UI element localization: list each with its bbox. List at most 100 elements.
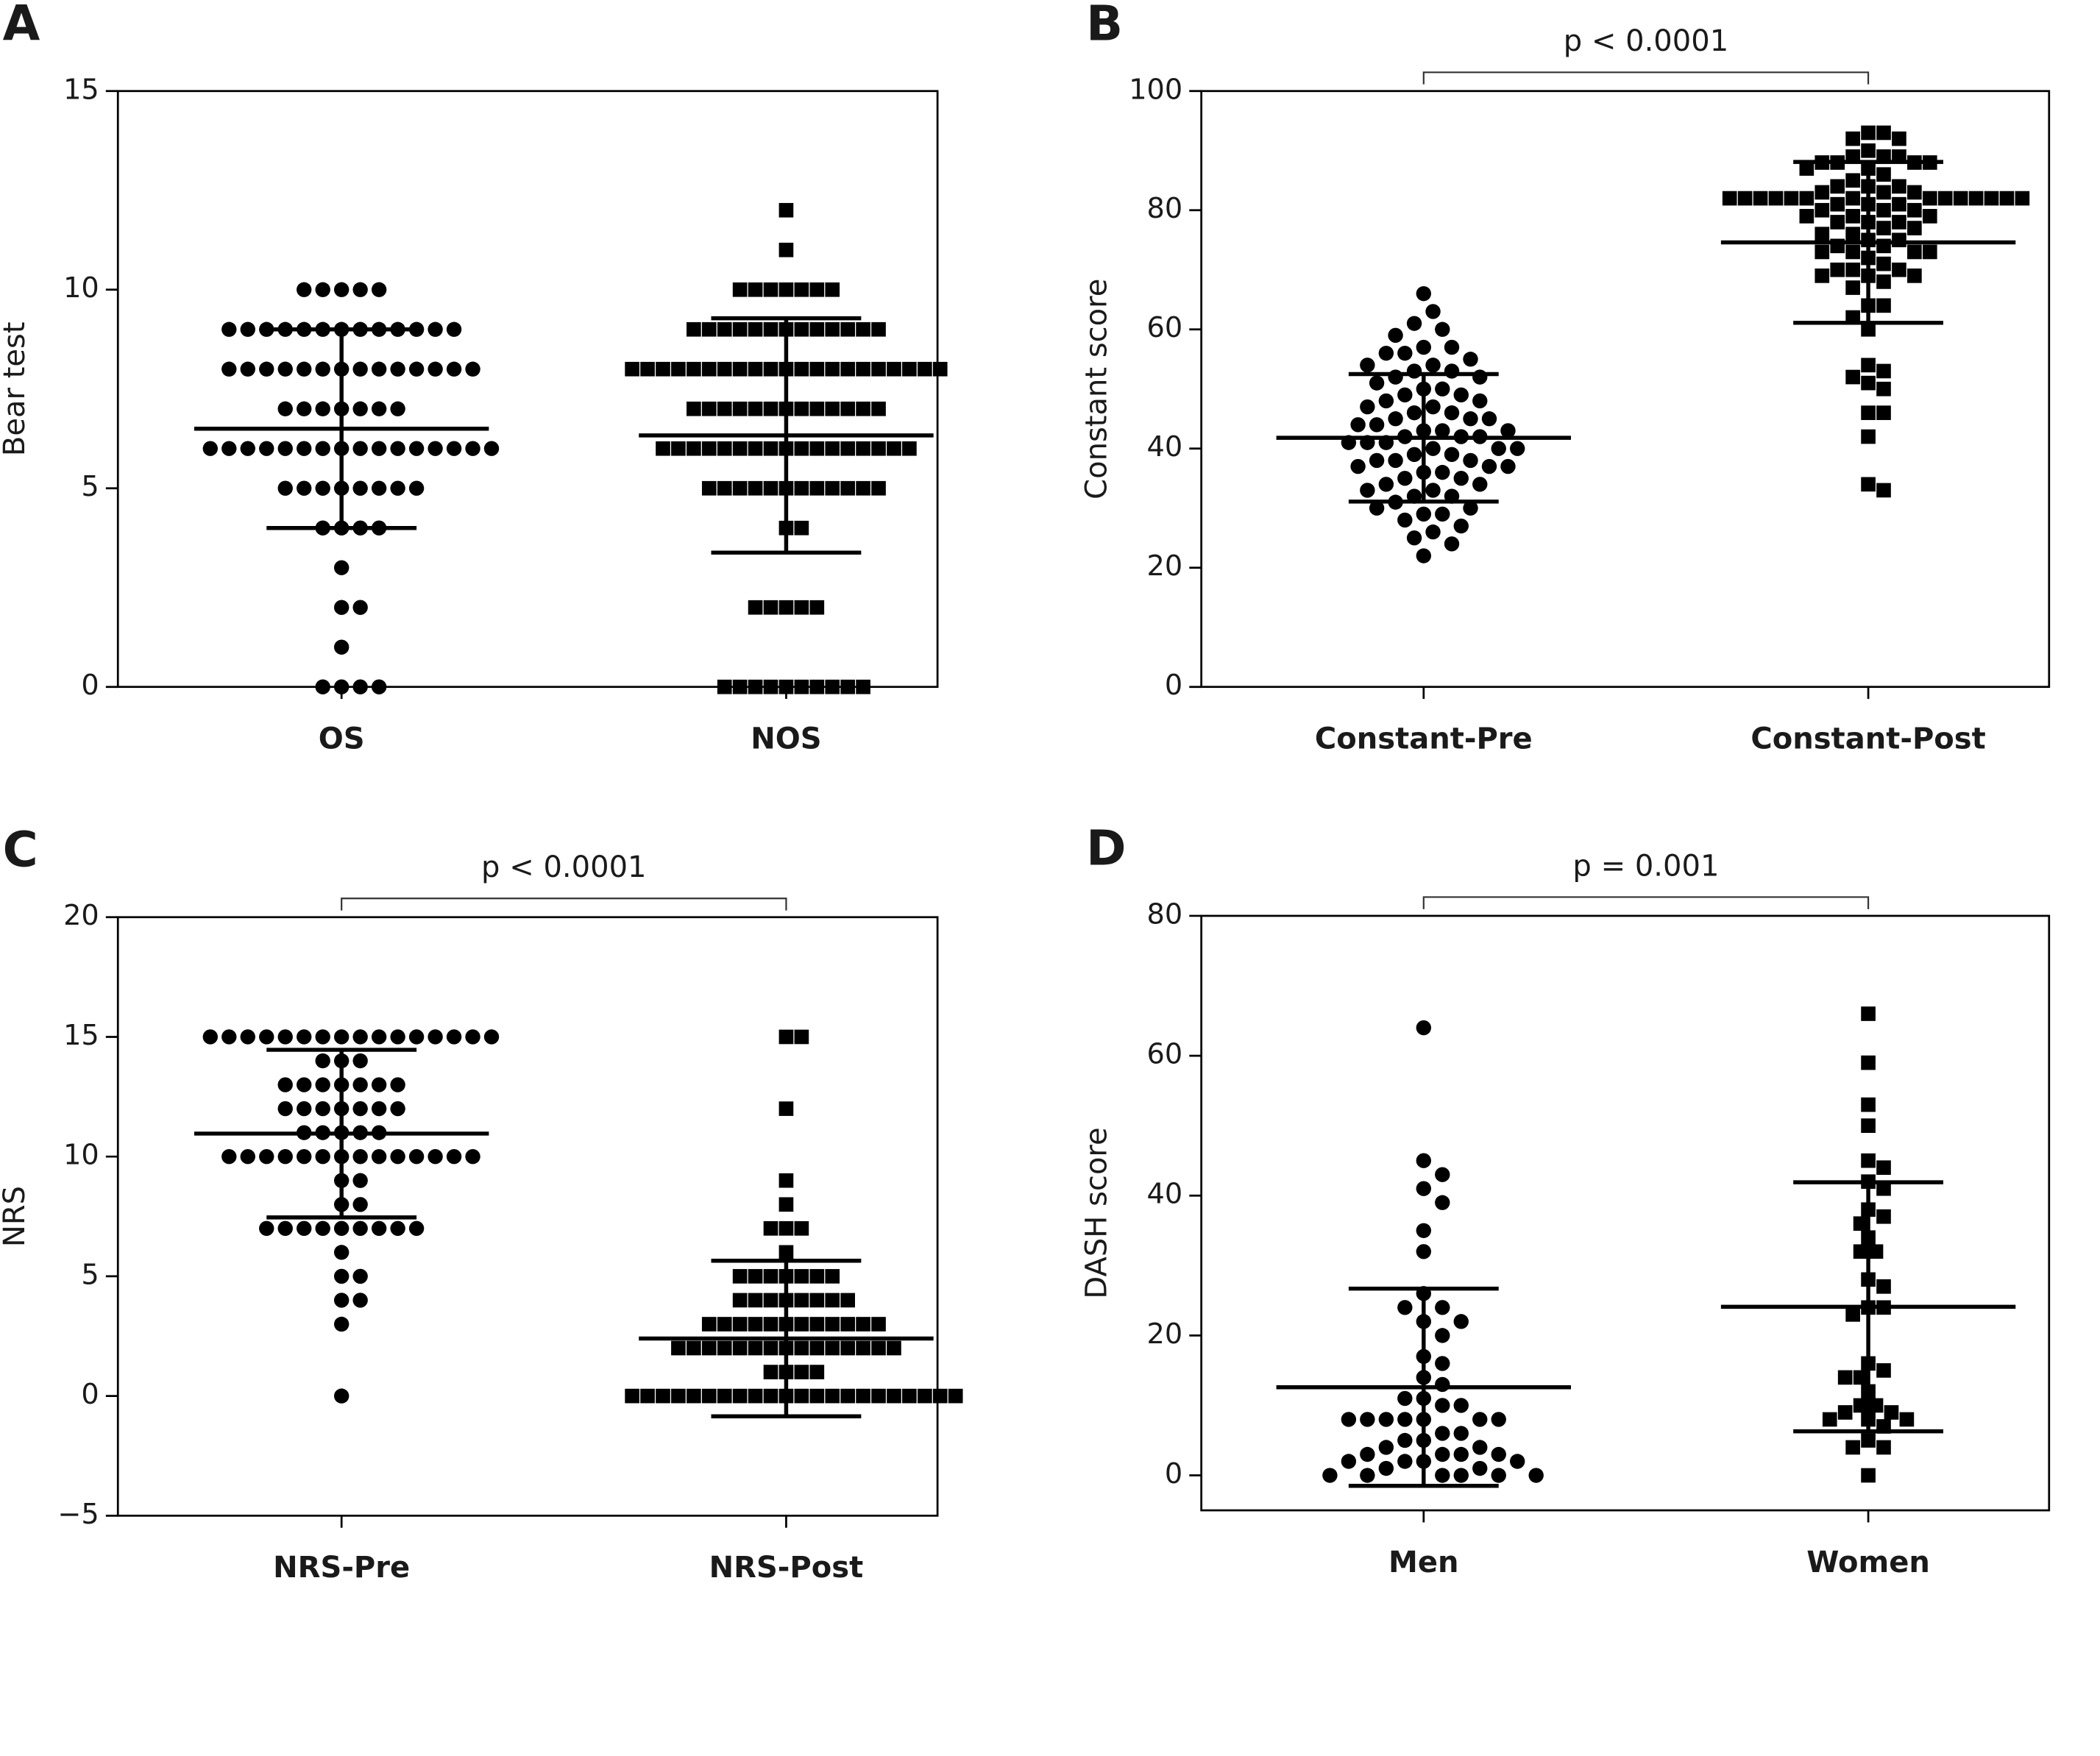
data-point: [794, 1365, 809, 1379]
data-point: [1861, 1468, 1876, 1483]
data-point: [1444, 536, 1460, 552]
data-point: [732, 401, 748, 416]
data-point: [1463, 452, 1478, 469]
data-point: [809, 1317, 825, 1332]
data-point: [1341, 1412, 1357, 1427]
data-point: [352, 1220, 368, 1237]
y-axis-label: DASH score: [1080, 1127, 1114, 1298]
data-point: [297, 401, 312, 416]
data-point: [1876, 483, 1891, 498]
data-point: [778, 1197, 794, 1212]
data-point: [1953, 191, 1968, 206]
data-point: [856, 1388, 870, 1404]
data-point: [1861, 1153, 1876, 1168]
data-point: [1937, 191, 1953, 206]
data-point: [1453, 1426, 1469, 1441]
data-point: [1453, 518, 1469, 534]
data-point: [1922, 244, 1937, 260]
data-point: [1510, 441, 1525, 456]
data-point: [1853, 1244, 1868, 1259]
y-tick-label: 60: [1147, 1039, 1183, 1071]
data-point: [297, 1029, 312, 1045]
data-point: [763, 441, 778, 456]
data-point: [1845, 191, 1860, 206]
data-point: [763, 1317, 778, 1332]
data-point: [297, 1077, 312, 1092]
data-point: [1378, 345, 1394, 361]
data-point: [1453, 1314, 1469, 1329]
data-point: [1861, 1118, 1876, 1133]
data-point: [1868, 1398, 1884, 1413]
data-point: [1444, 339, 1460, 355]
data-point: [748, 321, 763, 337]
data-point: [671, 441, 686, 456]
data-point: [732, 361, 748, 377]
data-point: [1861, 429, 1876, 444]
data-point: [428, 1148, 443, 1165]
data-point: [315, 1053, 330, 1069]
data-point: [1444, 447, 1460, 463]
data-point: [1472, 477, 1488, 492]
data-point: [315, 679, 330, 694]
data-point: [352, 361, 368, 377]
data-point: [701, 441, 717, 456]
data-point: [1453, 471, 1469, 486]
data-point: [1435, 464, 1450, 480]
data-point: [352, 441, 368, 456]
significance-bracket: [1422, 71, 1870, 85]
data-point: [763, 679, 778, 694]
data-point: [1845, 1440, 1860, 1455]
data-point: [1737, 191, 1753, 206]
data-point: [297, 480, 312, 496]
data-point: [277, 1101, 293, 1117]
data-point: [1463, 352, 1478, 367]
data-point: [748, 679, 763, 694]
data-point: [1830, 179, 1845, 194]
data-point: [1922, 209, 1937, 224]
data-point: [1837, 1370, 1853, 1385]
data-point: [887, 1340, 901, 1356]
data-point: [259, 361, 274, 377]
y-tick-label: 80: [1147, 898, 1183, 931]
data-point: [297, 282, 312, 297]
data-point: [856, 1340, 870, 1356]
data-point: [1425, 441, 1441, 456]
data-point: [1907, 202, 1922, 218]
data-point: [840, 401, 855, 416]
data-point: [1876, 185, 1891, 200]
data-point: [240, 441, 255, 456]
data-point: [1876, 221, 1891, 235]
data-point: [1799, 191, 1815, 206]
data-point: [825, 679, 840, 694]
data-point: [717, 1340, 732, 1356]
data-point: [259, 1148, 274, 1165]
data-point: [1876, 381, 1891, 397]
data-point: [371, 480, 387, 496]
data-point: [1360, 1468, 1375, 1483]
data-point: [221, 1148, 237, 1165]
data-point: [1388, 411, 1403, 427]
data-point: [948, 1388, 963, 1404]
data-point: [1861, 1433, 1876, 1448]
data-point: [1406, 530, 1422, 546]
data-point: [778, 1245, 794, 1260]
data-point: [856, 1317, 870, 1332]
data-point: [1815, 227, 1830, 241]
data-point: [1876, 125, 1891, 141]
data-point: [1435, 321, 1450, 337]
data-point: [1397, 1454, 1413, 1469]
data-point: [1406, 363, 1422, 379]
data-point: [1435, 1398, 1450, 1413]
data-point: [748, 480, 763, 496]
data-point: [1815, 202, 1830, 218]
y-tick-label: 20: [63, 900, 99, 932]
data-point: [794, 1269, 809, 1284]
y-tick-label: 0: [81, 1379, 99, 1411]
data-point: [1815, 269, 1830, 283]
data-point: [240, 321, 255, 337]
p-value: p < 0.0001: [481, 850, 646, 884]
data-point: [1435, 423, 1450, 438]
y-tick-label: 15: [63, 1020, 99, 1052]
data-point: [809, 1269, 825, 1284]
data-point: [1876, 363, 1891, 379]
